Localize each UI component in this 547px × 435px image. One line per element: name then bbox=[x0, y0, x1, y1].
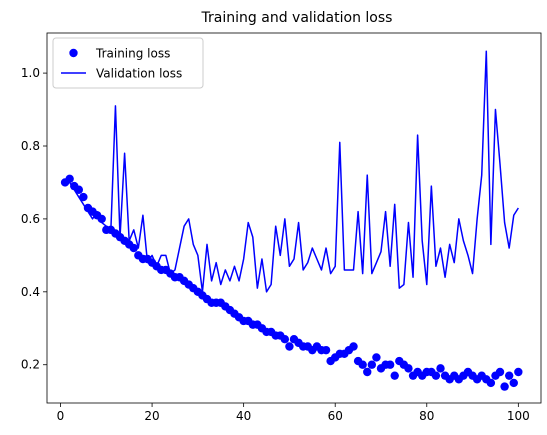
data-point-training-loss bbox=[500, 382, 509, 391]
x-tick-label: 40 bbox=[236, 409, 251, 423]
data-point-training-loss bbox=[390, 371, 399, 380]
x-tick-label: 60 bbox=[328, 409, 343, 423]
x-tick-label: 0 bbox=[57, 409, 65, 423]
data-point-training-loss bbox=[486, 378, 496, 388]
axes: 0 20 40 60 80 100 0.2 0.4 0.6 0.8 1.0 bbox=[21, 32, 542, 423]
data-point-training-loss bbox=[79, 192, 88, 202]
data-point-training-loss bbox=[504, 371, 514, 380]
x-tick-label: 80 bbox=[419, 409, 434, 423]
data-point-training-loss bbox=[509, 378, 518, 388]
data-point-training-loss bbox=[436, 364, 445, 373]
data-point-training-loss bbox=[358, 360, 367, 369]
data-point-training-loss bbox=[363, 367, 372, 377]
data-point-training-loss bbox=[280, 335, 290, 344]
data-point-training-loss bbox=[404, 364, 413, 373]
y-tick-label: 0.4 bbox=[21, 285, 40, 299]
x-tick-label: 20 bbox=[144, 409, 159, 423]
data-point-training-loss bbox=[129, 243, 138, 253]
y-tick-label: 1.0 bbox=[21, 66, 40, 80]
y-tick-label: 0.2 bbox=[21, 358, 40, 372]
legend-marker-training-loss bbox=[69, 48, 78, 58]
legend-label: Validation loss bbox=[96, 67, 182, 81]
data-layer bbox=[60, 50, 523, 391]
legend-box bbox=[52, 37, 204, 89]
data-point-training-loss bbox=[285, 342, 294, 351]
data-point-training-loss bbox=[495, 367, 505, 377]
chart-title: Training and validation loss bbox=[201, 10, 393, 26]
data-point-training-loss bbox=[431, 371, 441, 380]
data-point-training-loss bbox=[372, 353, 381, 362]
y-tick-label: 0.8 bbox=[21, 139, 40, 153]
plot-area bbox=[60, 50, 523, 391]
data-point-training-loss bbox=[367, 360, 377, 369]
data-point-training-loss bbox=[514, 367, 523, 377]
data-point-training-loss bbox=[349, 342, 358, 351]
series-line-validation-loss bbox=[64, 50, 519, 293]
axes-frame bbox=[46, 32, 542, 404]
data-point-training-loss bbox=[74, 185, 84, 194]
x-tick-label: 100 bbox=[507, 409, 530, 423]
legend: Training loss Validation loss bbox=[52, 37, 204, 89]
data-point-training-loss bbox=[385, 360, 395, 369]
data-point-training-loss bbox=[321, 345, 331, 355]
legend-label: Training loss bbox=[95, 47, 170, 61]
y-tick-label: 0.6 bbox=[21, 212, 40, 226]
